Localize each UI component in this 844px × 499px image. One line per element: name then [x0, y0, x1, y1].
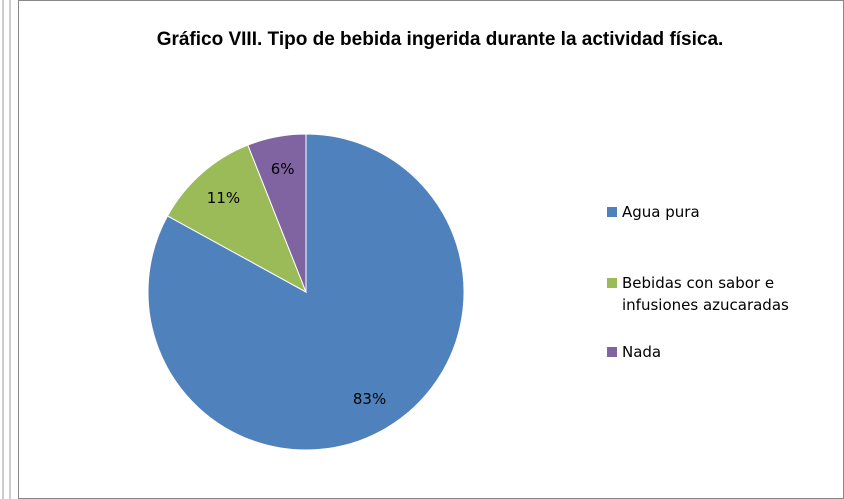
legend-label: Bebidas con sabor e infusiones azucarada…: [622, 274, 789, 314]
pie-slice: [247, 133, 307, 293]
data-label: 83%: [353, 390, 386, 408]
legend-label: Nada: [622, 343, 662, 361]
chart-title: Gráfico VIII. Tipo de bebida ingerida du…: [156, 29, 724, 50]
legend-swatch: [607, 207, 617, 217]
data-label: 11%: [207, 189, 240, 207]
legend-swatch: [607, 278, 617, 288]
legend-swatch: [607, 347, 617, 357]
data-label: 6%: [271, 160, 295, 178]
legend-label: Agua pura: [622, 203, 700, 221]
pie-slice: [166, 144, 307, 294]
